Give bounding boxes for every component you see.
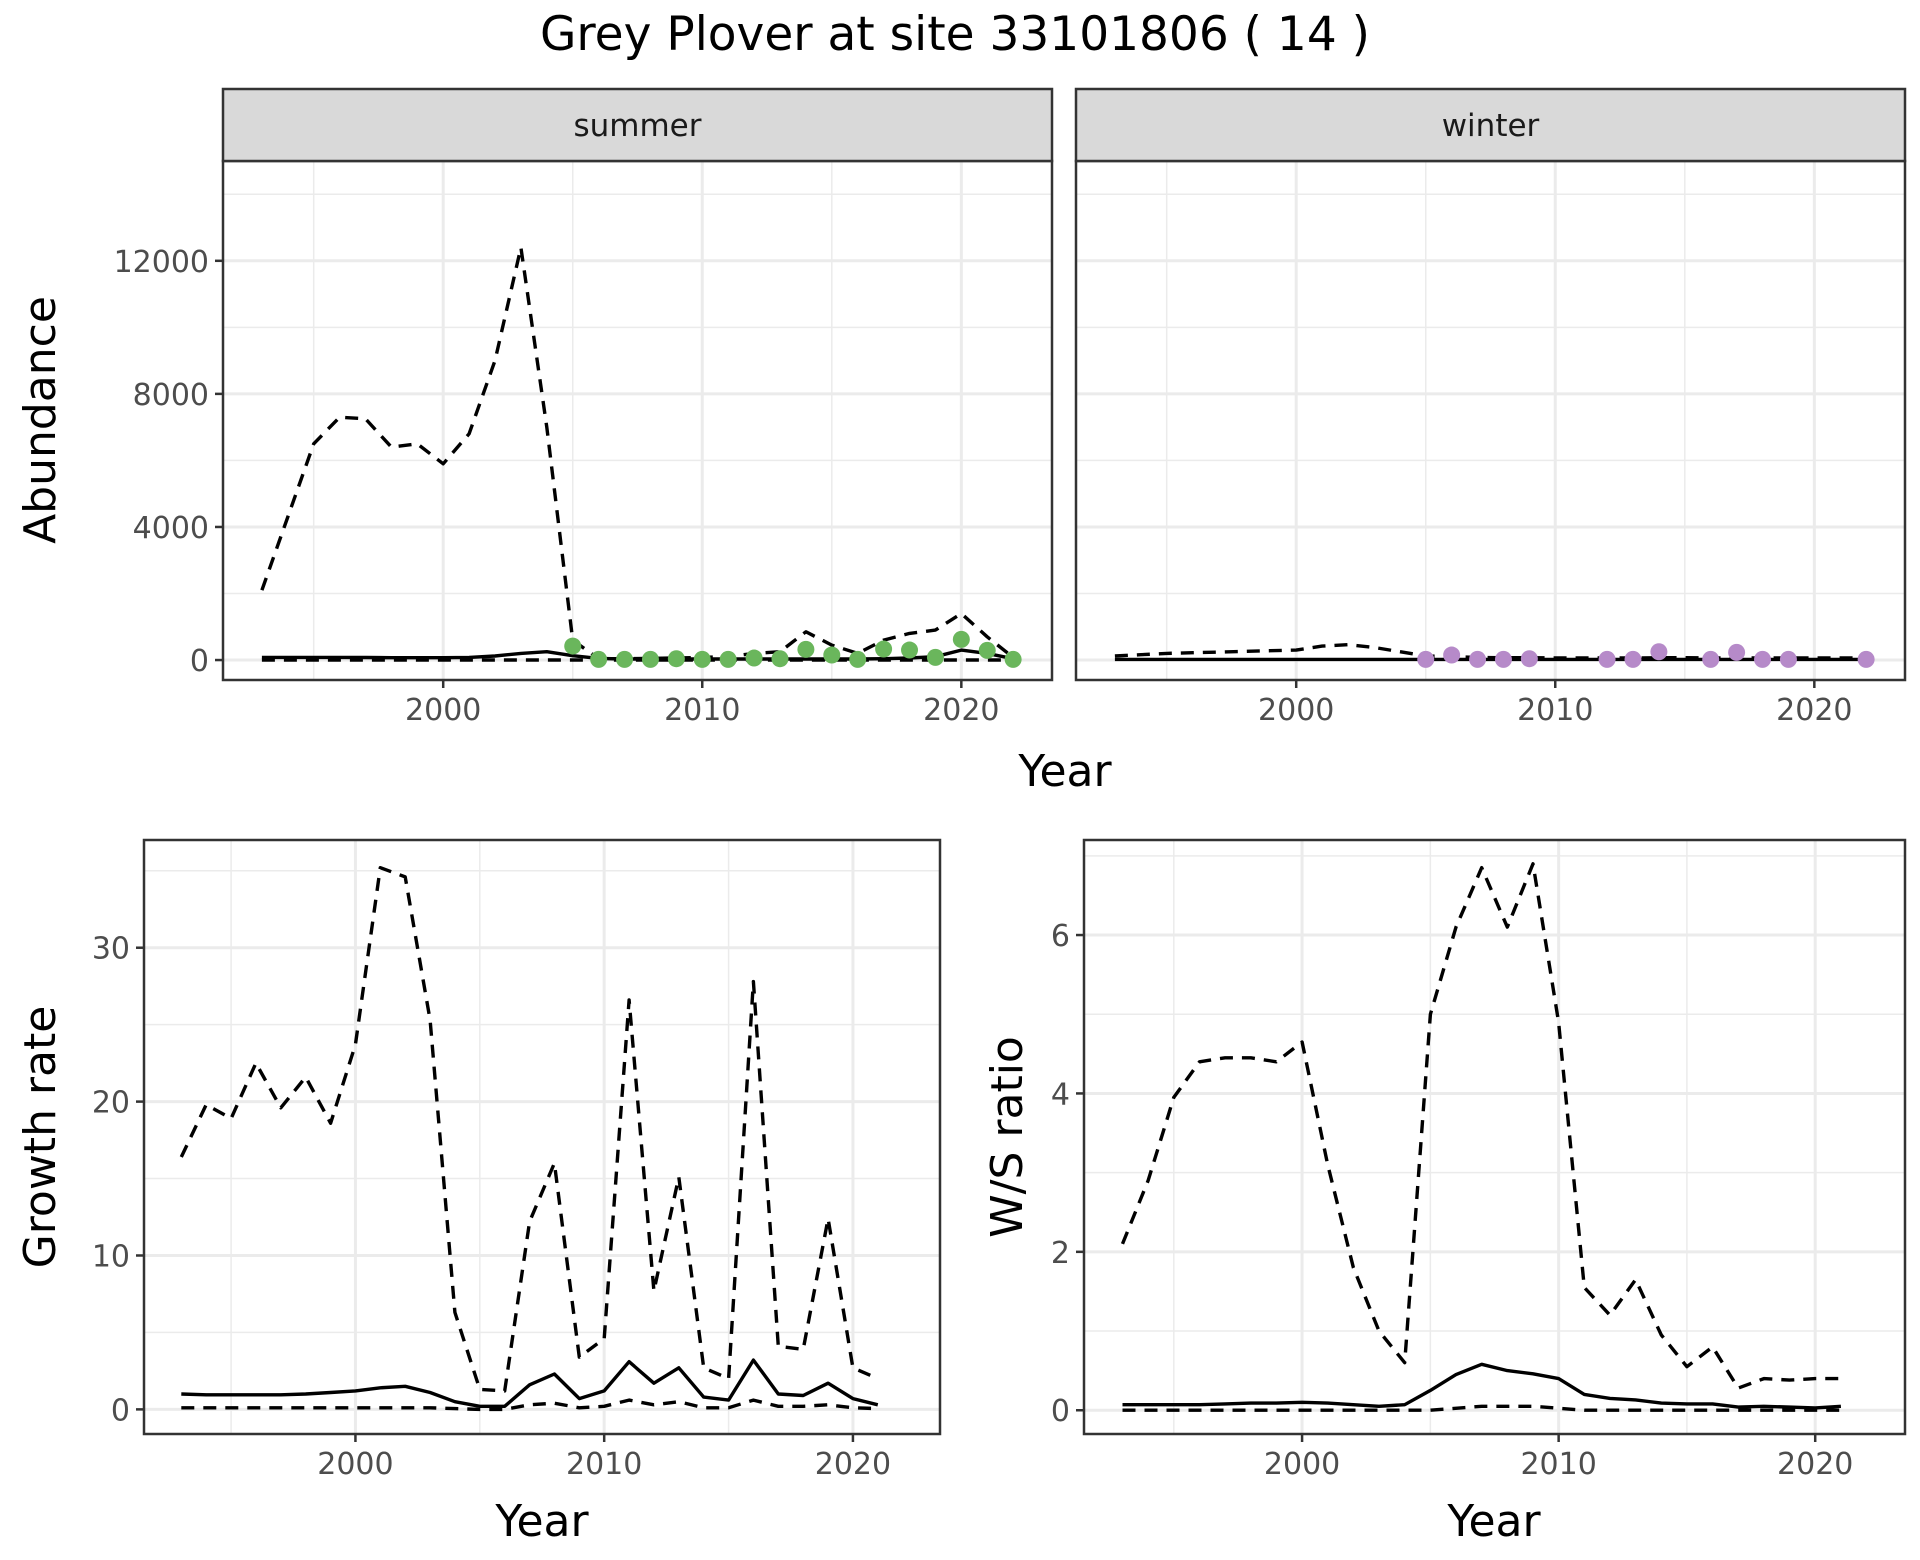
data-point bbox=[745, 649, 763, 667]
winter-panel: winter 2000 2010 2020 bbox=[1074, 87, 1907, 728]
x-tick-label: 2000 bbox=[1264, 1447, 1340, 1482]
series-line-dashed-1 bbox=[1120, 862, 1841, 1390]
growth-rate-panel: 2000 2010 2020 0 10 20 30 Growth rate Year bbox=[15, 838, 942, 1547]
data-point bbox=[1728, 643, 1746, 661]
y-tick-label: 0 bbox=[1051, 1394, 1070, 1429]
y-tick-label: 12000 bbox=[114, 245, 209, 280]
data-point bbox=[823, 646, 841, 664]
data-point bbox=[564, 637, 582, 655]
data-point bbox=[1417, 650, 1435, 668]
y-tick-label: 0 bbox=[111, 1393, 130, 1428]
plot-area bbox=[1084, 840, 1905, 1434]
series-line-dashed-2 bbox=[1122, 1404, 1841, 1412]
x-tick-label: 2000 bbox=[1258, 693, 1334, 728]
x-axis-title: Year bbox=[1446, 1496, 1541, 1547]
y-tick-label: 0 bbox=[190, 644, 209, 679]
data-point bbox=[901, 641, 919, 659]
x-tick-label: 2010 bbox=[1520, 1447, 1596, 1482]
y-tick-label: 20 bbox=[92, 1086, 130, 1121]
panel-border bbox=[1082, 838, 1907, 1436]
summer-panel: summer 2000 2010 2020 0 4000 8000 12000 Abundanc… bbox=[15, 87, 1054, 728]
data-point bbox=[849, 650, 867, 668]
series-line-solid-0 bbox=[1122, 1362, 1842, 1410]
data-point bbox=[1469, 650, 1487, 668]
data-point bbox=[952, 630, 970, 648]
data-point bbox=[1650, 643, 1668, 661]
data-point bbox=[1702, 650, 1720, 668]
plot-area bbox=[144, 840, 940, 1434]
data-point bbox=[616, 650, 634, 668]
data-point bbox=[719, 650, 737, 668]
facet-strip-label: summer bbox=[573, 108, 701, 144]
data-point bbox=[1754, 650, 1772, 668]
x-tick-label: 2010 bbox=[664, 693, 740, 728]
data-point bbox=[693, 650, 711, 668]
series-line-dashed-1 bbox=[179, 866, 879, 1393]
y-tick-label: 8000 bbox=[133, 378, 209, 413]
x-tick-label: 2000 bbox=[405, 693, 481, 728]
y-tick-label: 30 bbox=[92, 932, 130, 967]
x-tick-label: 2000 bbox=[317, 1447, 393, 1482]
x-tick-label: 2010 bbox=[1517, 693, 1593, 728]
series-line-solid-0 bbox=[181, 1358, 879, 1409]
y-tick-label: 6 bbox=[1051, 919, 1070, 954]
data-point bbox=[1857, 650, 1875, 668]
data-point bbox=[771, 650, 789, 668]
chart-title: Grey Plover at site 33101806 ( 14 ) bbox=[540, 7, 1370, 62]
x-tick-label: 2020 bbox=[815, 1447, 891, 1482]
x-tick-label: 2020 bbox=[1777, 1447, 1853, 1482]
panel-border bbox=[142, 838, 942, 1436]
ws-ratio-panel: 2000 2010 2020 0 2 4 6 W/S ratio Year bbox=[982, 838, 1907, 1547]
y-tick-label: 10 bbox=[92, 1239, 130, 1274]
x-axis-title: Year bbox=[494, 1496, 589, 1547]
plot-area bbox=[1076, 161, 1905, 680]
y-axis-title: Growth rate bbox=[15, 1006, 66, 1269]
data-point bbox=[590, 650, 608, 668]
data-point bbox=[978, 641, 996, 659]
data-point bbox=[1624, 650, 1642, 668]
series-line-dashed-2 bbox=[181, 1398, 878, 1412]
plot-area bbox=[223, 161, 1052, 680]
data-point bbox=[667, 650, 685, 668]
data-point bbox=[1779, 650, 1797, 668]
data-point bbox=[797, 640, 815, 658]
top-x-axis-title: Year bbox=[1017, 746, 1112, 797]
data-point bbox=[1598, 650, 1616, 668]
data-point bbox=[1004, 650, 1022, 668]
facet-strip bbox=[221, 87, 1054, 163]
x-tick-label: 2020 bbox=[1776, 693, 1852, 728]
data-point bbox=[926, 648, 944, 666]
y-axis-title: W/S ratio bbox=[982, 1036, 1033, 1238]
y-tick-label: 2 bbox=[1051, 1236, 1070, 1271]
x-tick-label: 2010 bbox=[566, 1447, 642, 1482]
data-point bbox=[1443, 646, 1461, 664]
x-tick-label: 2020 bbox=[923, 693, 999, 728]
data-point bbox=[1520, 650, 1538, 668]
data-point bbox=[1494, 650, 1512, 668]
data-point bbox=[875, 640, 893, 658]
y-axis-title: Abundance bbox=[15, 296, 66, 544]
y-tick-label: 4000 bbox=[133, 511, 209, 546]
facet-strip bbox=[1074, 87, 1907, 163]
data-point bbox=[641, 650, 659, 668]
facet-strip-label: winter bbox=[1442, 108, 1540, 144]
y-tick-label: 4 bbox=[1051, 1077, 1070, 1112]
